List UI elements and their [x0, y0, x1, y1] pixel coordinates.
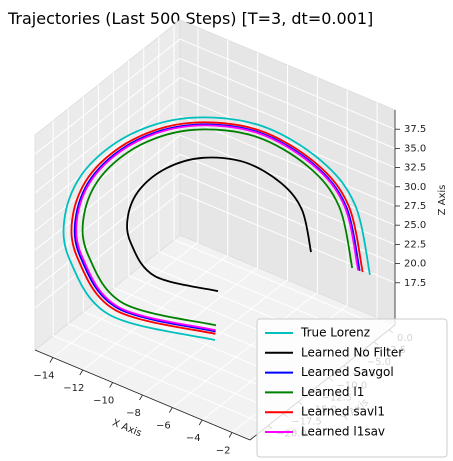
grid-line [158, 36, 375, 343]
tick-mark [139, 394, 143, 401]
x-tick-label: −12 [63, 383, 84, 394]
x-tick-label: −14 [33, 371, 54, 382]
legend-label: Learned l1 [301, 385, 364, 399]
legend-label: Learned Savgol [301, 365, 394, 379]
tick-mark [198, 419, 203, 426]
axis-line [34, 349, 251, 441]
tick-mark [49, 357, 54, 363]
trajectory [70, 121, 364, 335]
grid-line [34, 77, 396, 193]
tick-mark [109, 382, 113, 388]
x-tick-label: −4 [186, 433, 201, 444]
z-tick-label: 25.0 [404, 220, 426, 231]
grid-line [52, 120, 269, 427]
x-tick-label: −8 [126, 408, 141, 419]
grid-line [34, 57, 396, 174]
grid-line [34, 172, 396, 289]
trajectory [126, 156, 312, 292]
grid-line [173, 24, 390, 331]
grid-line [34, 38, 396, 155]
legend-label: Learned l1sav [301, 425, 385, 439]
z-tick-label: 35.0 [404, 143, 426, 154]
x-axis-label: X Axis [110, 418, 143, 440]
trajectory [75, 124, 360, 332]
legend-label: Learned No Filter [301, 345, 403, 359]
grid-line [34, 134, 396, 251]
z-tick-label: 20.0 [404, 259, 426, 270]
trajectory [62, 116, 371, 341]
z-tick-label: 37.5 [404, 124, 426, 135]
grid-line [82, 96, 299, 403]
tick-mark [79, 369, 84, 376]
trajectory [73, 123, 361, 333]
x-tick-label: −2 [216, 446, 231, 457]
z-tick-label: 30.0 [404, 182, 426, 193]
legend-label: True Lorenz [300, 326, 370, 340]
z-tick-label: 27.5 [404, 201, 426, 212]
x-tick-label: −10 [93, 396, 114, 407]
chart-title: Trajectories (Last 500 Steps) [T=3, dt=0… [7, 9, 373, 28]
legend: True Lorenz Learned No Filter Learned Savg… [256, 318, 448, 458]
z-tick-label: 32.5 [404, 163, 426, 174]
tick-mark [169, 407, 173, 413]
z-axis-label: Z Axis [437, 185, 448, 216]
trajectory [81, 128, 354, 327]
legend-label: Learned savl1 [301, 405, 385, 419]
legend-box [256, 318, 448, 458]
grid-line [67, 108, 284, 415]
z-tick-label: 22.5 [404, 239, 426, 250]
z-tick-label: 17.5 [404, 278, 426, 289]
x-tick-label: −6 [156, 421, 171, 432]
tick-mark [228, 432, 233, 438]
